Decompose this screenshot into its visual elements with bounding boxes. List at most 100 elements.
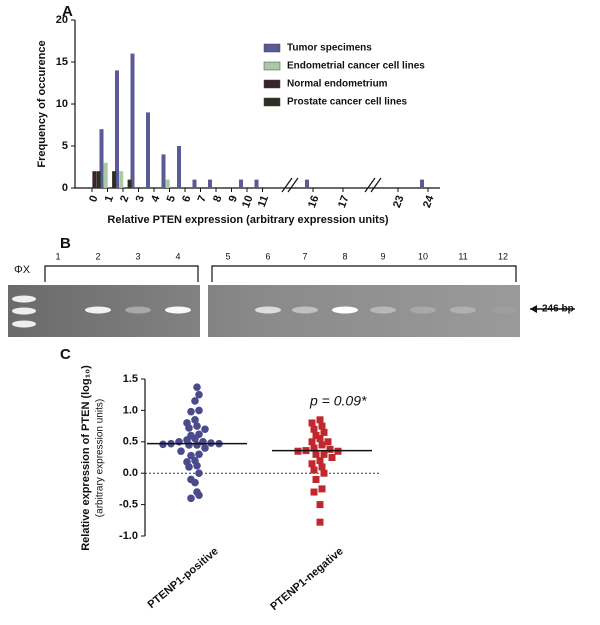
legend-swatch <box>263 61 281 71</box>
y-tick-label: 10 <box>56 98 68 110</box>
point <box>191 434 199 443</box>
panel-label: B <box>60 235 71 252</box>
y-axis-sublabel: (arbitrary expression units) <box>95 399 106 517</box>
point <box>324 438 332 446</box>
arrow-head <box>530 305 537 313</box>
lane-label: 9 <box>380 251 385 261</box>
point <box>195 469 203 478</box>
legend-label: Tumor specimens <box>287 43 372 54</box>
point <box>316 416 324 424</box>
lane-label: 4 <box>175 251 180 261</box>
ladder <box>12 295 36 328</box>
point <box>195 390 203 399</box>
y-axis-label: Frequency of occurence <box>36 40 48 167</box>
band <box>255 306 281 314</box>
point <box>187 494 195 503</box>
point <box>312 450 320 458</box>
point <box>312 475 320 483</box>
lane-label: 6 <box>265 251 270 261</box>
point <box>193 383 201 391</box>
lane-label: 8 <box>342 251 347 261</box>
point <box>193 441 201 449</box>
annotation: p = 0.09* <box>309 393 367 409</box>
y-tick-label: 5 <box>62 140 68 152</box>
legend-swatch <box>263 79 281 89</box>
point <box>195 450 203 459</box>
bar <box>177 146 181 188</box>
point <box>308 460 316 468</box>
x-tick-label: 6 <box>180 194 193 204</box>
lane-label: 10 <box>418 251 428 261</box>
point <box>310 488 318 496</box>
legend-swatch <box>263 97 281 107</box>
point <box>326 445 334 453</box>
point <box>310 425 318 433</box>
point <box>185 424 193 432</box>
point <box>320 428 328 436</box>
bar <box>127 179 132 188</box>
band <box>450 306 476 314</box>
x-tick-label: 7 <box>196 194 209 204</box>
point <box>316 518 324 526</box>
point <box>320 450 328 458</box>
point <box>191 416 199 424</box>
x-tick-label: 0 <box>87 194 100 204</box>
lane-label: 5 <box>225 251 230 261</box>
panel-label: A <box>62 3 73 20</box>
legend-label: Prostate cancer cell lines <box>287 97 408 108</box>
bar <box>119 171 124 188</box>
band <box>410 306 436 314</box>
bar <box>192 179 197 188</box>
y-tick-label: 1.0 <box>123 404 138 416</box>
x-tick-label: 3 <box>134 194 147 204</box>
y-axis-label: Relative expression of PTEN (log₁₀) <box>80 365 92 551</box>
point <box>187 407 195 416</box>
x-axis-label: Relative PTEN expression (arbitrary expr… <box>107 214 389 226</box>
point <box>201 444 209 452</box>
x-tick-label: 16 <box>306 194 321 210</box>
legend-label: Normal endometrium <box>287 79 388 90</box>
x-tick-label: 11 <box>256 194 271 209</box>
bracket <box>211 265 517 282</box>
band <box>292 306 318 314</box>
x-tick-label: 1 <box>103 194 116 204</box>
lane-label: 2 <box>95 251 100 261</box>
point <box>318 441 326 449</box>
gel-gap <box>200 285 208 337</box>
point <box>316 501 324 509</box>
x-tick-label: 17 <box>336 194 351 210</box>
bar <box>103 162 108 188</box>
point <box>318 485 326 493</box>
point <box>328 454 336 461</box>
y-tick-label: 0 <box>62 182 68 194</box>
y-tick-label: -0.5 <box>119 499 138 511</box>
point <box>308 438 316 446</box>
bar <box>99 129 104 188</box>
band <box>370 306 396 314</box>
lane-label: 11 <box>458 251 467 261</box>
x-tick-label: 10 <box>240 194 255 210</box>
lane-label: 7 <box>302 251 307 261</box>
point <box>316 435 324 443</box>
x-tick-label: 9 <box>227 194 240 204</box>
band <box>215 307 241 314</box>
x-tick-label: 8 <box>211 194 224 204</box>
bar <box>165 179 170 188</box>
point <box>201 425 209 434</box>
lane-label: 12 <box>498 251 508 261</box>
point <box>193 422 201 430</box>
point <box>177 447 185 456</box>
point <box>312 432 320 440</box>
point <box>185 463 193 471</box>
x-tick-label: 5 <box>165 194 178 204</box>
x-tick-label: 23 <box>391 194 406 210</box>
point <box>310 466 318 474</box>
band <box>85 306 111 314</box>
band <box>332 306 358 314</box>
point <box>320 469 328 477</box>
y-tick-label: 0.5 <box>123 436 138 448</box>
bar <box>130 53 135 188</box>
bar <box>146 112 150 188</box>
axis-break <box>281 177 382 193</box>
